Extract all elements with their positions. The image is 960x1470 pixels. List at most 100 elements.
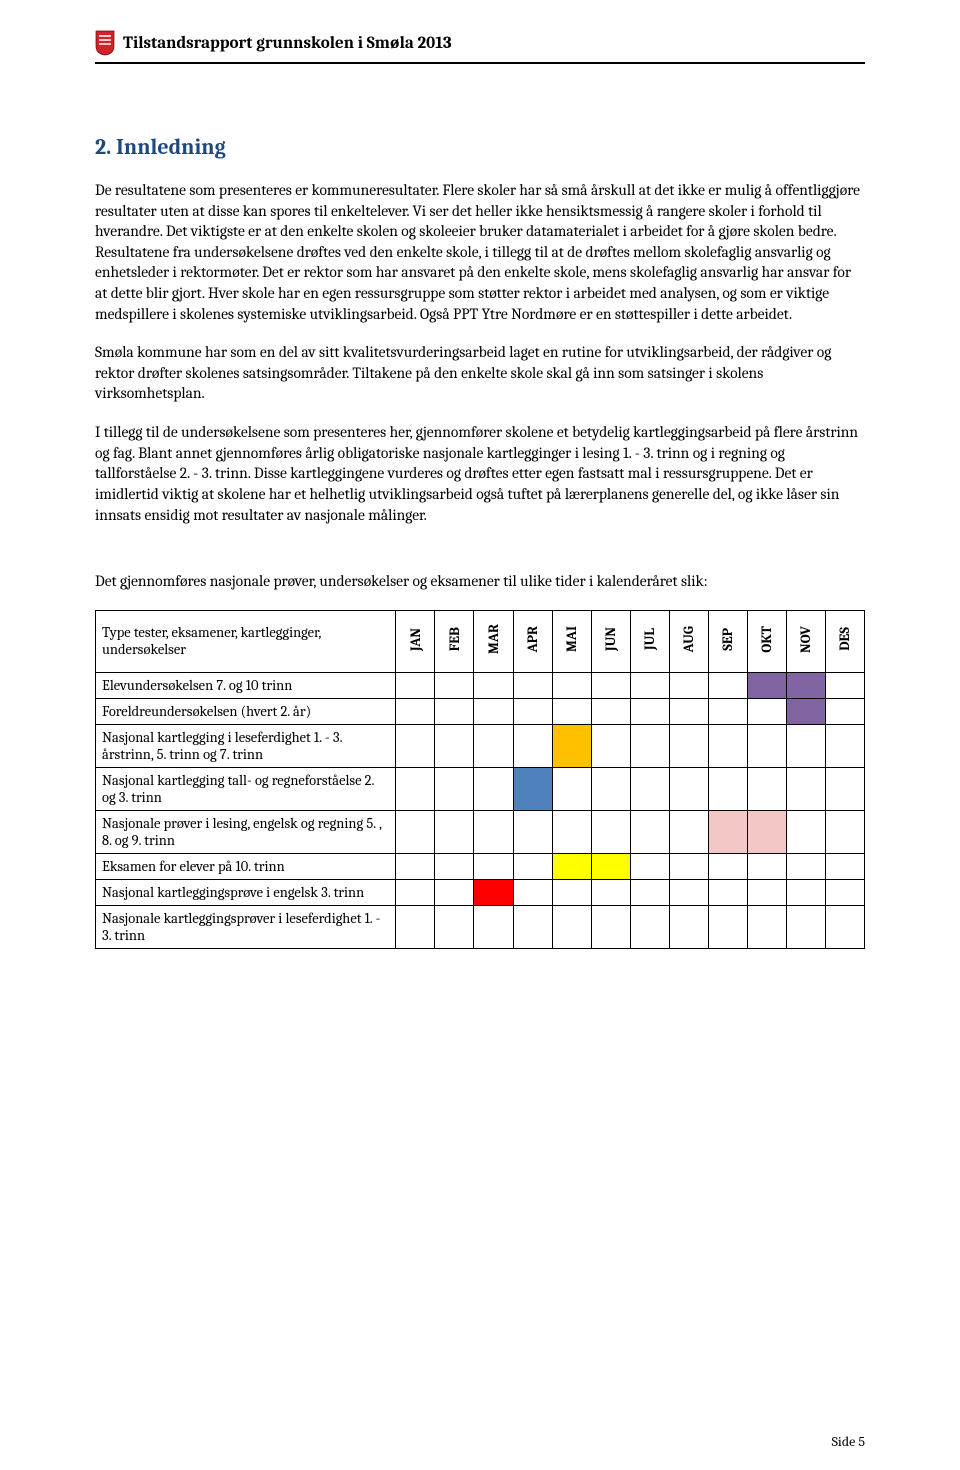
- page-footer: Side 5: [832, 1433, 865, 1450]
- table-row: Nasjonale prøver i lesing, engelsk og re…: [96, 810, 865, 853]
- table-cell: [669, 853, 708, 879]
- table-cell: [747, 767, 786, 810]
- table-cell: [591, 698, 630, 724]
- table-row: Nasjonal kartlegging tall- og regneforst…: [96, 767, 865, 810]
- month-header: JAN: [396, 610, 435, 672]
- table-cell: [474, 853, 513, 879]
- table-cell: [825, 810, 864, 853]
- table-row-label: Eksamen for elever på 10. trinn: [96, 853, 396, 879]
- month-header: AUG: [669, 610, 708, 672]
- page: Tilstandsrapport grunnskolen i Smøla 201…: [0, 0, 960, 1470]
- month-header: NOV: [786, 610, 825, 672]
- table-cell: [825, 879, 864, 905]
- table-cell: [591, 810, 630, 853]
- month-header: MAR: [474, 610, 513, 672]
- table-cell: [591, 905, 630, 948]
- table-cell: [786, 853, 825, 879]
- table-row-label: Nasjonale kartleggingsprøver i leseferdi…: [96, 905, 396, 948]
- header-title: Tilstandsrapport grunnskolen i Smøla 201…: [123, 34, 452, 53]
- table-cell: [630, 905, 669, 948]
- table-cell: [552, 767, 591, 810]
- table-cell: [513, 698, 552, 724]
- table-cell: [825, 905, 864, 948]
- table-cell: [708, 698, 747, 724]
- table-cell: [786, 810, 825, 853]
- table-cell: [786, 905, 825, 948]
- table-cell: [825, 672, 864, 698]
- table-row: Nasjonale kartleggingsprøver i leseferdi…: [96, 905, 865, 948]
- table-cell: [825, 698, 864, 724]
- schedule-table: Type tester, eksamener, kartlegginger, u…: [95, 610, 865, 949]
- table-cell: [630, 879, 669, 905]
- table-cell: [630, 767, 669, 810]
- table-cell: [435, 672, 474, 698]
- table-cell: [708, 810, 747, 853]
- table-row-label: Foreldreundersøkelsen (hvert 2. år): [96, 698, 396, 724]
- table-row: Foreldreundersøkelsen (hvert 2. år): [96, 698, 865, 724]
- table-cell: [474, 810, 513, 853]
- table-row-label: Nasjonal kartleggingsprøve i engelsk 3. …: [96, 879, 396, 905]
- table-cell: [396, 853, 435, 879]
- table-cell: [630, 853, 669, 879]
- table-cell: [747, 853, 786, 879]
- table-cell: [747, 905, 786, 948]
- paragraph-3: I tillegg til de undersøkelsene som pres…: [95, 422, 865, 525]
- table-cell: [591, 724, 630, 767]
- table-cell: [825, 767, 864, 810]
- table-row-label: Elevundersøkelsen 7. og 10 trinn: [96, 672, 396, 698]
- month-header: DES: [825, 610, 864, 672]
- table-cell: [591, 879, 630, 905]
- table-cell: [513, 905, 552, 948]
- table-cell: [396, 672, 435, 698]
- table-row-label: Nasjonal kartlegging tall- og regneforst…: [96, 767, 396, 810]
- table-cell: [513, 724, 552, 767]
- table-cell: [747, 724, 786, 767]
- table-cell: [552, 905, 591, 948]
- table-cell: [786, 724, 825, 767]
- table-cell: [669, 724, 708, 767]
- table-cell: [513, 879, 552, 905]
- table-cell: [630, 724, 669, 767]
- table-cell: [552, 879, 591, 905]
- month-header: OKT: [747, 610, 786, 672]
- table-cell: [552, 853, 591, 879]
- table-cell: [591, 853, 630, 879]
- table-cell: [591, 767, 630, 810]
- month-header: JUN: [591, 610, 630, 672]
- table-cell: [630, 810, 669, 853]
- table-cell: [396, 879, 435, 905]
- table-row-label: Nasjonale prøver i lesing, engelsk og re…: [96, 810, 396, 853]
- month-header: SEP: [708, 610, 747, 672]
- table-cell: [396, 905, 435, 948]
- shield-icon: [95, 30, 115, 56]
- table-cell: [474, 672, 513, 698]
- paragraph-2: Smøla kommune har som en del av sitt kva…: [95, 342, 865, 404]
- month-header: JUL: [630, 610, 669, 672]
- table-cell: [474, 879, 513, 905]
- table-cell: [786, 698, 825, 724]
- table-header-label: Type tester, eksamener, kartlegginger, u…: [96, 610, 396, 672]
- table-cell: [786, 879, 825, 905]
- table-cell: [552, 672, 591, 698]
- table-cell: [396, 767, 435, 810]
- table-cell: [747, 698, 786, 724]
- table-cell: [669, 905, 708, 948]
- table-cell: [708, 879, 747, 905]
- table-cell: [669, 698, 708, 724]
- table-cell: [435, 810, 474, 853]
- paragraph-4: Det gjennomføres nasjonale prøver, under…: [95, 571, 865, 592]
- table-cell: [630, 672, 669, 698]
- table-cell: [669, 672, 708, 698]
- table-cell: [513, 810, 552, 853]
- table-cell: [825, 853, 864, 879]
- table-cell: [435, 853, 474, 879]
- table-header-row: Type tester, eksamener, kartlegginger, u…: [96, 610, 865, 672]
- page-header: Tilstandsrapport grunnskolen i Smøla 201…: [95, 30, 865, 56]
- table-row: Elevundersøkelsen 7. og 10 trinn: [96, 672, 865, 698]
- table-cell: [747, 672, 786, 698]
- table-cell: [669, 879, 708, 905]
- table-cell: [708, 853, 747, 879]
- table-cell: [708, 672, 747, 698]
- table-cell: [825, 724, 864, 767]
- table-cell: [513, 672, 552, 698]
